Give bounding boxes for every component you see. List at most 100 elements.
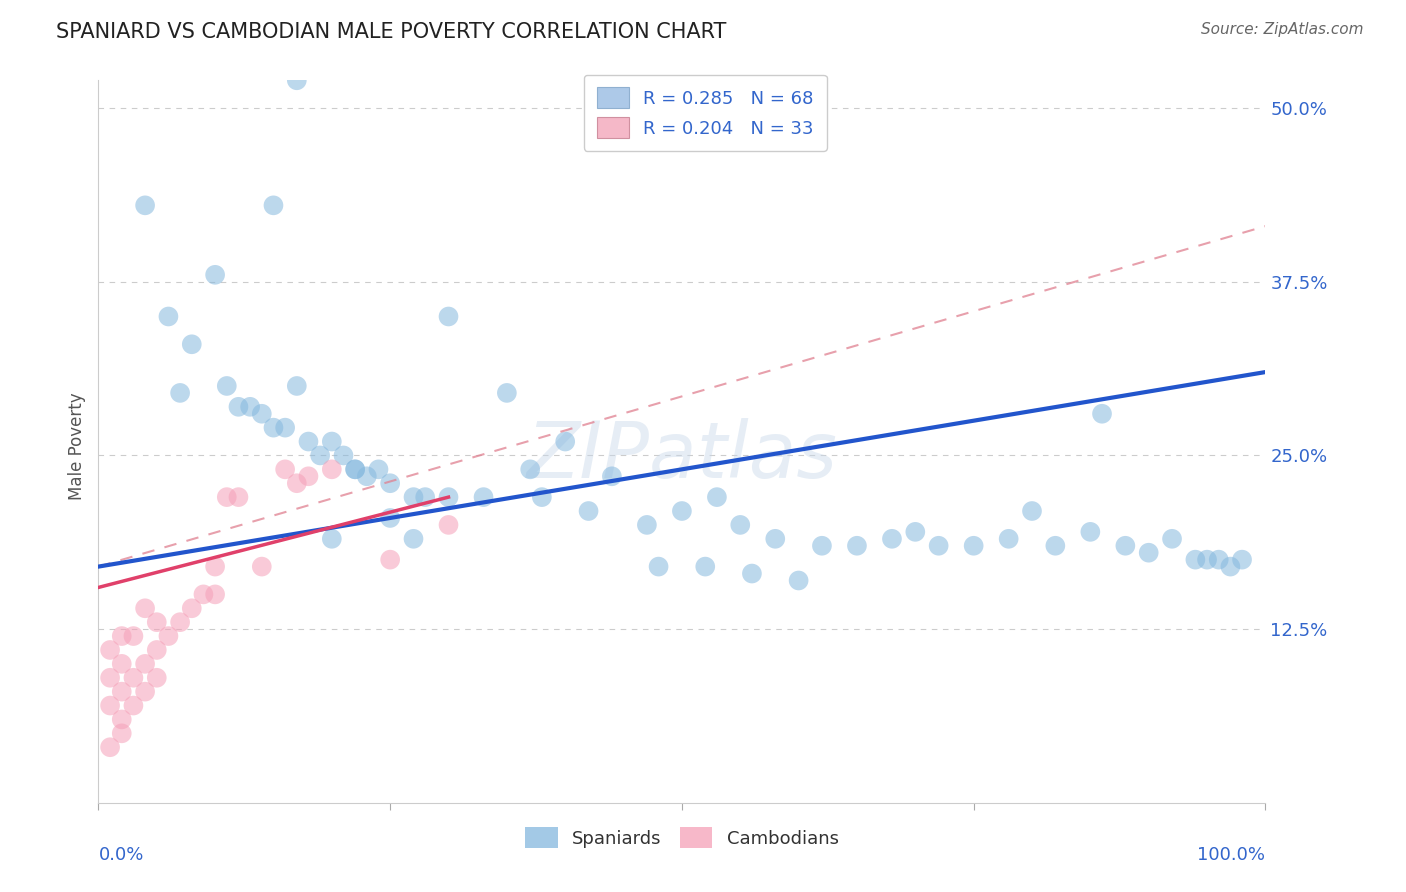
Point xyxy=(262,198,284,212)
Point xyxy=(554,434,576,449)
Point xyxy=(402,490,425,504)
Point xyxy=(274,462,297,476)
Point xyxy=(250,559,273,574)
Point xyxy=(98,698,121,713)
Point xyxy=(695,559,717,574)
Point xyxy=(134,657,156,671)
Point xyxy=(1021,504,1043,518)
Point xyxy=(519,462,541,476)
Point xyxy=(1195,552,1218,566)
Point xyxy=(146,671,169,685)
Point xyxy=(1045,539,1067,553)
Point xyxy=(367,462,389,476)
Point xyxy=(204,559,226,574)
Text: 0.0%: 0.0% xyxy=(98,847,143,864)
Point xyxy=(146,615,169,630)
Point xyxy=(846,539,869,553)
Point xyxy=(437,490,460,504)
Point xyxy=(904,524,927,539)
Point xyxy=(496,385,519,400)
Point xyxy=(134,601,156,615)
Point xyxy=(763,532,786,546)
Point xyxy=(1137,546,1160,560)
Point xyxy=(111,726,134,740)
Text: 100.0%: 100.0% xyxy=(1198,847,1265,864)
Point xyxy=(215,490,238,504)
Point xyxy=(332,449,354,463)
Point xyxy=(997,532,1019,546)
Point xyxy=(647,559,669,574)
Point xyxy=(228,31,250,45)
Point xyxy=(356,469,378,483)
Text: SPANIARD VS CAMBODIAN MALE POVERTY CORRELATION CHART: SPANIARD VS CAMBODIAN MALE POVERTY CORRE… xyxy=(56,22,727,42)
Point xyxy=(146,643,169,657)
Point xyxy=(180,601,202,615)
Point xyxy=(1114,539,1136,553)
Point xyxy=(741,566,763,581)
Point xyxy=(402,532,425,546)
Point xyxy=(1230,552,1253,566)
Text: Male Poverty: Male Poverty xyxy=(69,392,86,500)
Point xyxy=(204,268,226,282)
Point xyxy=(180,337,202,351)
Point xyxy=(157,629,180,643)
Point xyxy=(239,400,262,414)
Point xyxy=(262,420,284,434)
Point xyxy=(1219,559,1241,574)
Point xyxy=(250,407,273,421)
Point xyxy=(472,490,495,504)
Point xyxy=(228,490,250,504)
Point xyxy=(285,379,308,393)
Point xyxy=(309,449,332,463)
Point xyxy=(530,490,553,504)
Point xyxy=(671,504,693,518)
Point xyxy=(706,490,728,504)
Point xyxy=(274,420,297,434)
Point xyxy=(169,615,191,630)
Point xyxy=(578,504,600,518)
Point xyxy=(169,385,191,400)
Point xyxy=(134,198,156,212)
Point xyxy=(228,400,250,414)
Point xyxy=(636,517,658,532)
Point xyxy=(380,476,402,491)
Point xyxy=(413,490,436,504)
Point xyxy=(962,539,984,553)
Point xyxy=(600,469,623,483)
Point xyxy=(1184,552,1206,566)
Point xyxy=(321,434,343,449)
Point xyxy=(204,587,226,601)
Point xyxy=(787,574,810,588)
Point xyxy=(111,713,134,727)
Text: ZIPatlas: ZIPatlas xyxy=(526,418,838,494)
Point xyxy=(122,698,145,713)
Point xyxy=(134,684,156,698)
Point xyxy=(321,532,343,546)
Point xyxy=(811,539,834,553)
Point xyxy=(1080,524,1102,539)
Point xyxy=(193,587,215,601)
Point xyxy=(297,469,319,483)
Point xyxy=(111,657,134,671)
Point xyxy=(437,310,460,324)
Point xyxy=(344,462,367,476)
Point xyxy=(321,462,343,476)
Point xyxy=(1161,532,1184,546)
Point xyxy=(157,310,180,324)
Point xyxy=(285,476,308,491)
Point xyxy=(880,532,903,546)
Point xyxy=(111,684,134,698)
Text: Source: ZipAtlas.com: Source: ZipAtlas.com xyxy=(1201,22,1364,37)
Point xyxy=(262,4,284,18)
Point xyxy=(1091,407,1114,421)
Point xyxy=(122,671,145,685)
Point xyxy=(380,511,402,525)
Point xyxy=(297,434,319,449)
Point xyxy=(98,671,121,685)
Point xyxy=(344,462,367,476)
Point xyxy=(928,539,950,553)
Point xyxy=(98,643,121,657)
Point xyxy=(285,73,308,87)
Point xyxy=(122,629,145,643)
Point xyxy=(215,379,238,393)
